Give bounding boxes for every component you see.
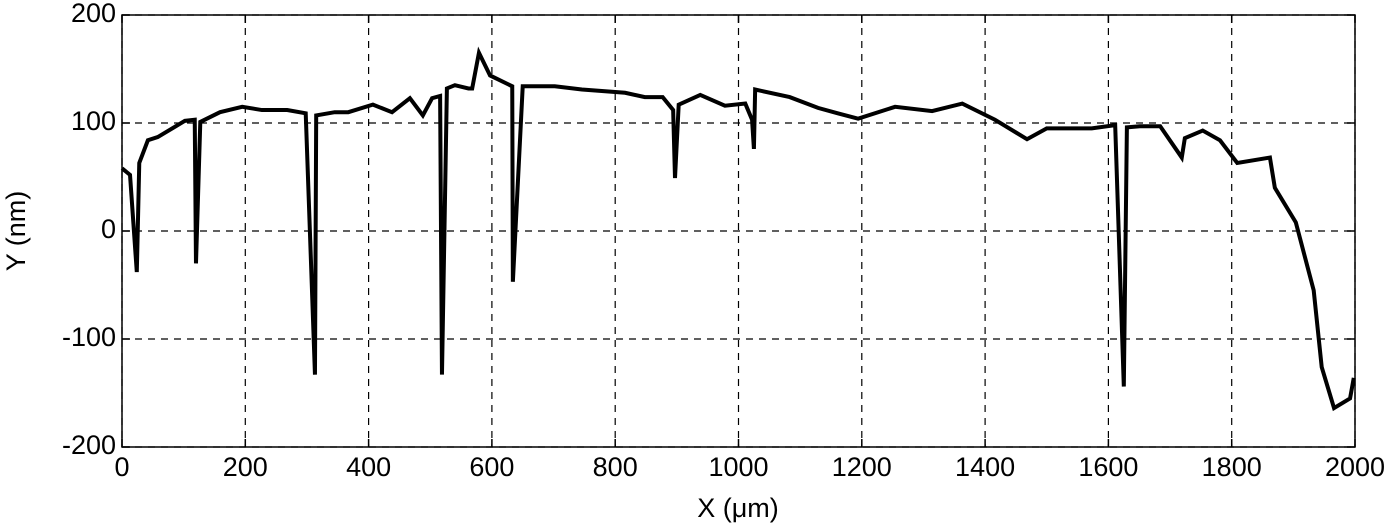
y-tick-label: -100 bbox=[62, 322, 116, 352]
y-tick-label: 100 bbox=[71, 106, 116, 136]
data-line bbox=[120, 46, 1356, 412]
y-tick-label: 0 bbox=[101, 214, 116, 244]
x-tick-label: 1400 bbox=[955, 452, 1015, 482]
x-tick-label: 1000 bbox=[708, 452, 768, 482]
x-tick-label: 0 bbox=[114, 452, 129, 482]
x-tick-label: 1800 bbox=[1202, 452, 1262, 482]
x-tick-label: 400 bbox=[346, 452, 391, 482]
x-axis-label: X (μm) bbox=[697, 493, 779, 523]
x-tick-label: 1200 bbox=[832, 452, 892, 482]
plot-frame bbox=[121, 14, 1356, 448]
x-tick-label: 200 bbox=[223, 452, 268, 482]
y-tick-label: -200 bbox=[62, 430, 116, 460]
y-axis-label: Y (nm) bbox=[1, 191, 31, 272]
x-tick-label: 600 bbox=[469, 452, 514, 482]
x-tick-label: 1600 bbox=[1078, 452, 1138, 482]
y-tick-label: 200 bbox=[71, 0, 116, 28]
x-tick-label: 800 bbox=[593, 452, 638, 482]
x-tick-label: 2000 bbox=[1325, 452, 1385, 482]
